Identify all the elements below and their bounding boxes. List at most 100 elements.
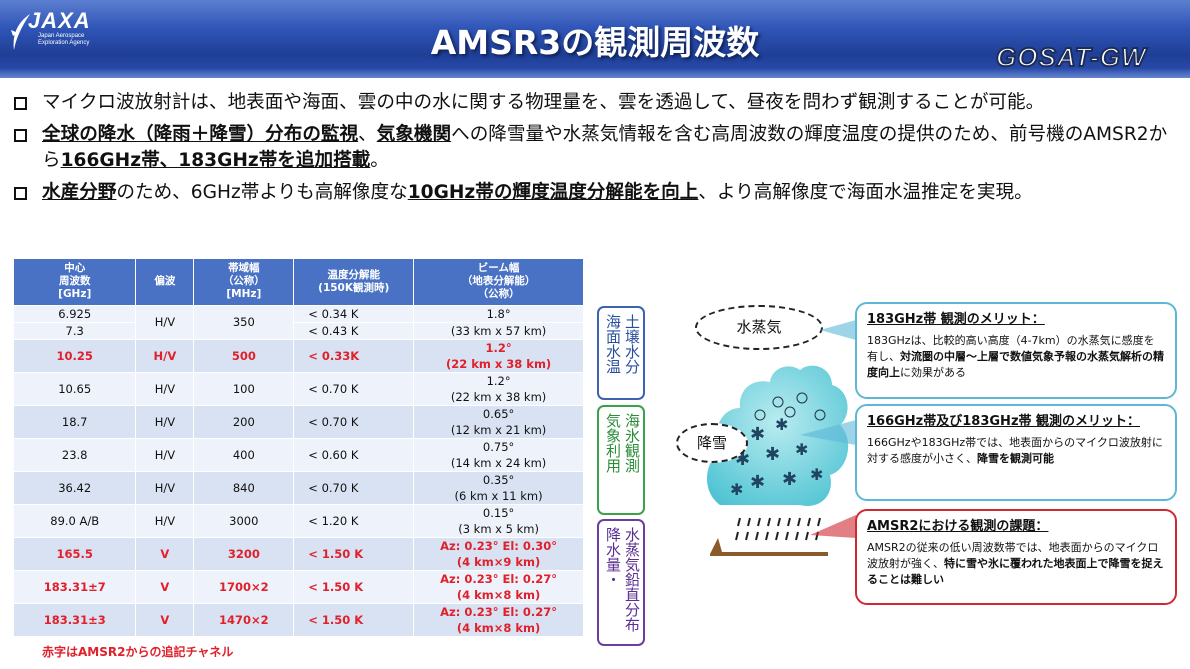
jaxa-swoosh-icon [11,14,30,50]
rain-streak-icons [735,517,821,541]
table-row: 18.7 H/V 200 < 0.70 K 0.65° (12 km x 21 km) [14,404,584,438]
table-cell-beam: (33 km x 57 km) [413,321,584,339]
bullet-text: への降雪量や水蒸気情報を含む高周波数の輝度温度の提供のため、前号機のAMSR2か… [42,124,1168,171]
table-cell-pol: H/V [135,338,195,372]
table-cell-freq: 89.0 A/B [14,503,137,537]
table-cell-beam: 0.75° (14 km x 24 km) [413,437,584,471]
box-text: AMSR2の従来の低い周波数帯では、地表面からのマイクロ波放射が強く、 [867,541,1159,570]
bullet-highlight: 10GHz帯の輝度温度分解能を向上 [407,182,699,203]
svg-text:✱: ✱ [795,440,808,459]
table-cell-beam: 1.8° [413,304,584,322]
box-title: AMSR2における観測の課題： [867,519,1049,534]
table-cell-beam: 0.65° (12 km x 21 km) [413,404,584,438]
table-header-cell: 帯域幅 （公称） [MHz] [193,259,295,305]
table-cell-bw: 350 [193,304,295,339]
amsr2-issue-box: AMSR2における観測の課題： AMSR2の従来の低い周波数帯では、地表面からのマ… [855,509,1177,605]
table-cell-pol: H/V [135,371,195,405]
table-row: 89.0 A/B H/V 3000 < 1.20 K 0.15° (3 km x 5 k… [14,503,584,537]
table-cell-res: < 0.70 K [293,371,415,405]
jaxa-logo-text: JAXA [28,8,91,33]
box-emphasis: 特に雪や氷に覆われた地表面上で降雪を捉えることは難しい [867,557,1164,586]
box-emphasis: 降雪を観測可能 [977,452,1054,465]
table-row: 165.5 V 3200 < 1.50 K Az: 0.23° El: 0.30° (4… [14,536,584,570]
table-cell-pol: V [135,602,195,636]
table-cell-beam: 1.2° (22 km x 38 km) [413,371,584,405]
svg-text:✱: ✱ [782,469,797,490]
bullet-text: 、より高解像度で海面水温推定を実現。 [698,182,1033,203]
merit-183ghz-box: 183GHz帯 観測のメリット： 183GHzは、比較的高い高度（4-7km）の水… [855,302,1177,399]
table-cell-bw: 100 [193,371,295,405]
table-cell-res: < 1.50 K [293,602,415,636]
bullet-highlight: 全球の降水（降雨＋降雪）分布の監視 [42,124,359,145]
bullet-highlight: 水産分野 [42,182,117,203]
bullet-highlight: 気象機関 [376,124,452,145]
table-cell-res: < 1.50 K [293,536,415,570]
table-header-cell: 中心 周波数 [GHz] [14,259,137,305]
table-cell-bw: 200 [193,404,295,438]
table-header-row: 中心 周波数 [GHz] 偏波 帯域幅 （公称） [MHz] 温度分解能 (150K観… [14,259,584,305]
svg-text:✱: ✱ [765,444,780,465]
bullet-square-icon [14,97,27,110]
svg-text:✱: ✱ [810,465,823,484]
bullet-highlight: 166GHz帯、183GHz帯を追加搭載 [60,150,371,171]
box-body: AMSR2の従来の低い周波数帯では、地表面からのマイクロ波放射が強く、特に雪や氷… [867,540,1165,588]
category-land-ocean: 土壌水分 海面水温 [597,306,645,400]
page-title: AMSR3の観測周波数 [430,23,760,62]
table-cell-beam: 0.15° (3 km x 5 km) [413,503,584,537]
table-cell-freq: 23.8 [14,437,137,471]
table-cell-res: < 0.60 K [293,437,415,471]
table-cell-freq: 10.25 [14,338,137,372]
table-cell-freq: 18.7 [14,404,137,438]
table-cell-pol: V [135,536,195,570]
table-cell-bw: 840 [193,470,295,504]
table-cell-freq: 10.65 [14,371,137,405]
table-cell-pol: H/V [135,470,195,504]
box-title: 166GHz帯及び183GHz帯 観測のメリット： [867,414,1141,429]
table-row: 10.25 H/V 500 < 0.33K 1.2° (22 km x 38 km) [14,338,584,372]
table-cell-bw: 400 [193,437,295,471]
table-row: 10.65 H/V 100 < 0.70 K 1.2° (22 km x 38 km) [14,371,584,405]
table-cell-beam: Az: 0.23° El: 0.27° (4 km×8 km) [413,569,584,603]
box-body: 166GHzや183GHz帯では、地表面からのマイクロ波放射に対する感度が小さく… [867,435,1165,467]
box-emphasis: 対流圏の中層～上層で数値気象予報の水蒸気解析の精度向上 [867,350,1164,379]
table-cell-beam: 1.2° (22 km x 38 km) [413,338,584,372]
table-row: 36.42 H/V 840 < 0.70 K 0.35° (6 km x 11 km) [14,470,584,504]
ice-crystal-icons [754,392,826,421]
table-cell-pol: V [135,569,195,603]
bullet-square-icon [14,187,27,200]
bullet-text: 。 [370,150,389,171]
table-cell-beam: Az: 0.23° El: 0.27° (4 km×8 km) [413,602,584,636]
bullet-item: 水産分野のため、6GHz帯よりも高解像度な10GHz帯の輝度温度分解能を向上、よ… [12,180,1182,206]
table-cell-beam: 0.35° (6 km x 11 km) [413,470,584,504]
jaxa-logo: JAXA Japan Aerospace Exploration Agency [6,6,90,50]
snow-cloud-illustration: ✱ ✱ ✱ ✱ ✱ ✱ ✱ ✱ ✱ [707,365,849,556]
frequency-table: 中心 周波数 [GHz] 偏波 帯域幅 （公称） [MHz] 温度分解能 (150K観… [14,259,584,636]
table-row: 183.31±3 V 1470×2 < 1.50 K Az: 0.23° El: 0.2… [14,602,584,636]
table-cell-beam: Az: 0.23° El: 0.30° (4 km×9 km) [413,536,584,570]
table-cell-bw: 3200 [193,536,295,570]
table-cell-freq: 183.31±3 [14,602,137,636]
table-cell-res: < 0.70 K [293,404,415,438]
table-cell-freq: 165.5 [14,536,137,570]
gosat-gw-logo: GOSAT-GW [995,41,1147,73]
bullet-text: のため、6GHz帯よりも高解像度な [116,182,408,203]
bullet-item: マイクロ波放射計は、地表面や海面、雲の中の水に関する物理量を、雲を透過して、昼夜… [12,90,1182,116]
box-text: 183GHzは、比較的高い高度（4-7km）の水蒸気に感度を有し、 [867,334,1155,363]
water-vapor-bubble: 水蒸気 [695,305,823,350]
snowflake-icons: ✱ ✱ ✱ ✱ ✱ ✱ ✱ ✱ ✱ [730,415,823,499]
merit-166-183ghz-box: 166GHz帯及び183GHz帯 観測のメリット： 166GHzや183GHz帯で… [855,404,1177,501]
table-header-cell: 偏波 [135,259,195,305]
header-banner: JAXA Japan Aerospace Exploration Agency … [0,0,1190,78]
table-cell-pol: H/V [135,437,195,471]
svg-text:✱: ✱ [750,424,765,445]
bullet-list: マイクロ波放射計は、地表面や海面、雲の中の水に関する物理量を、雲を透過して、昼夜… [12,90,1182,212]
table-cell-freq: 7.3 [14,321,137,339]
callout-connectors [800,320,856,538]
table-cell-pol: H/V [135,304,195,339]
table-row: 183.31±7 V 1700×2 < 1.50 K Az: 0.23° El: 0.2… [14,569,584,603]
box-text: 166GHzや183GHz帯では、地表面からのマイクロ波放射に対する感度が小さく… [867,436,1163,465]
cloud-shape [707,365,849,506]
table-cell-pol: H/V [135,404,195,438]
category-sea-ice-weather: 海氷観測 気象利用 [597,405,645,515]
bullet-square-icon [14,129,27,142]
